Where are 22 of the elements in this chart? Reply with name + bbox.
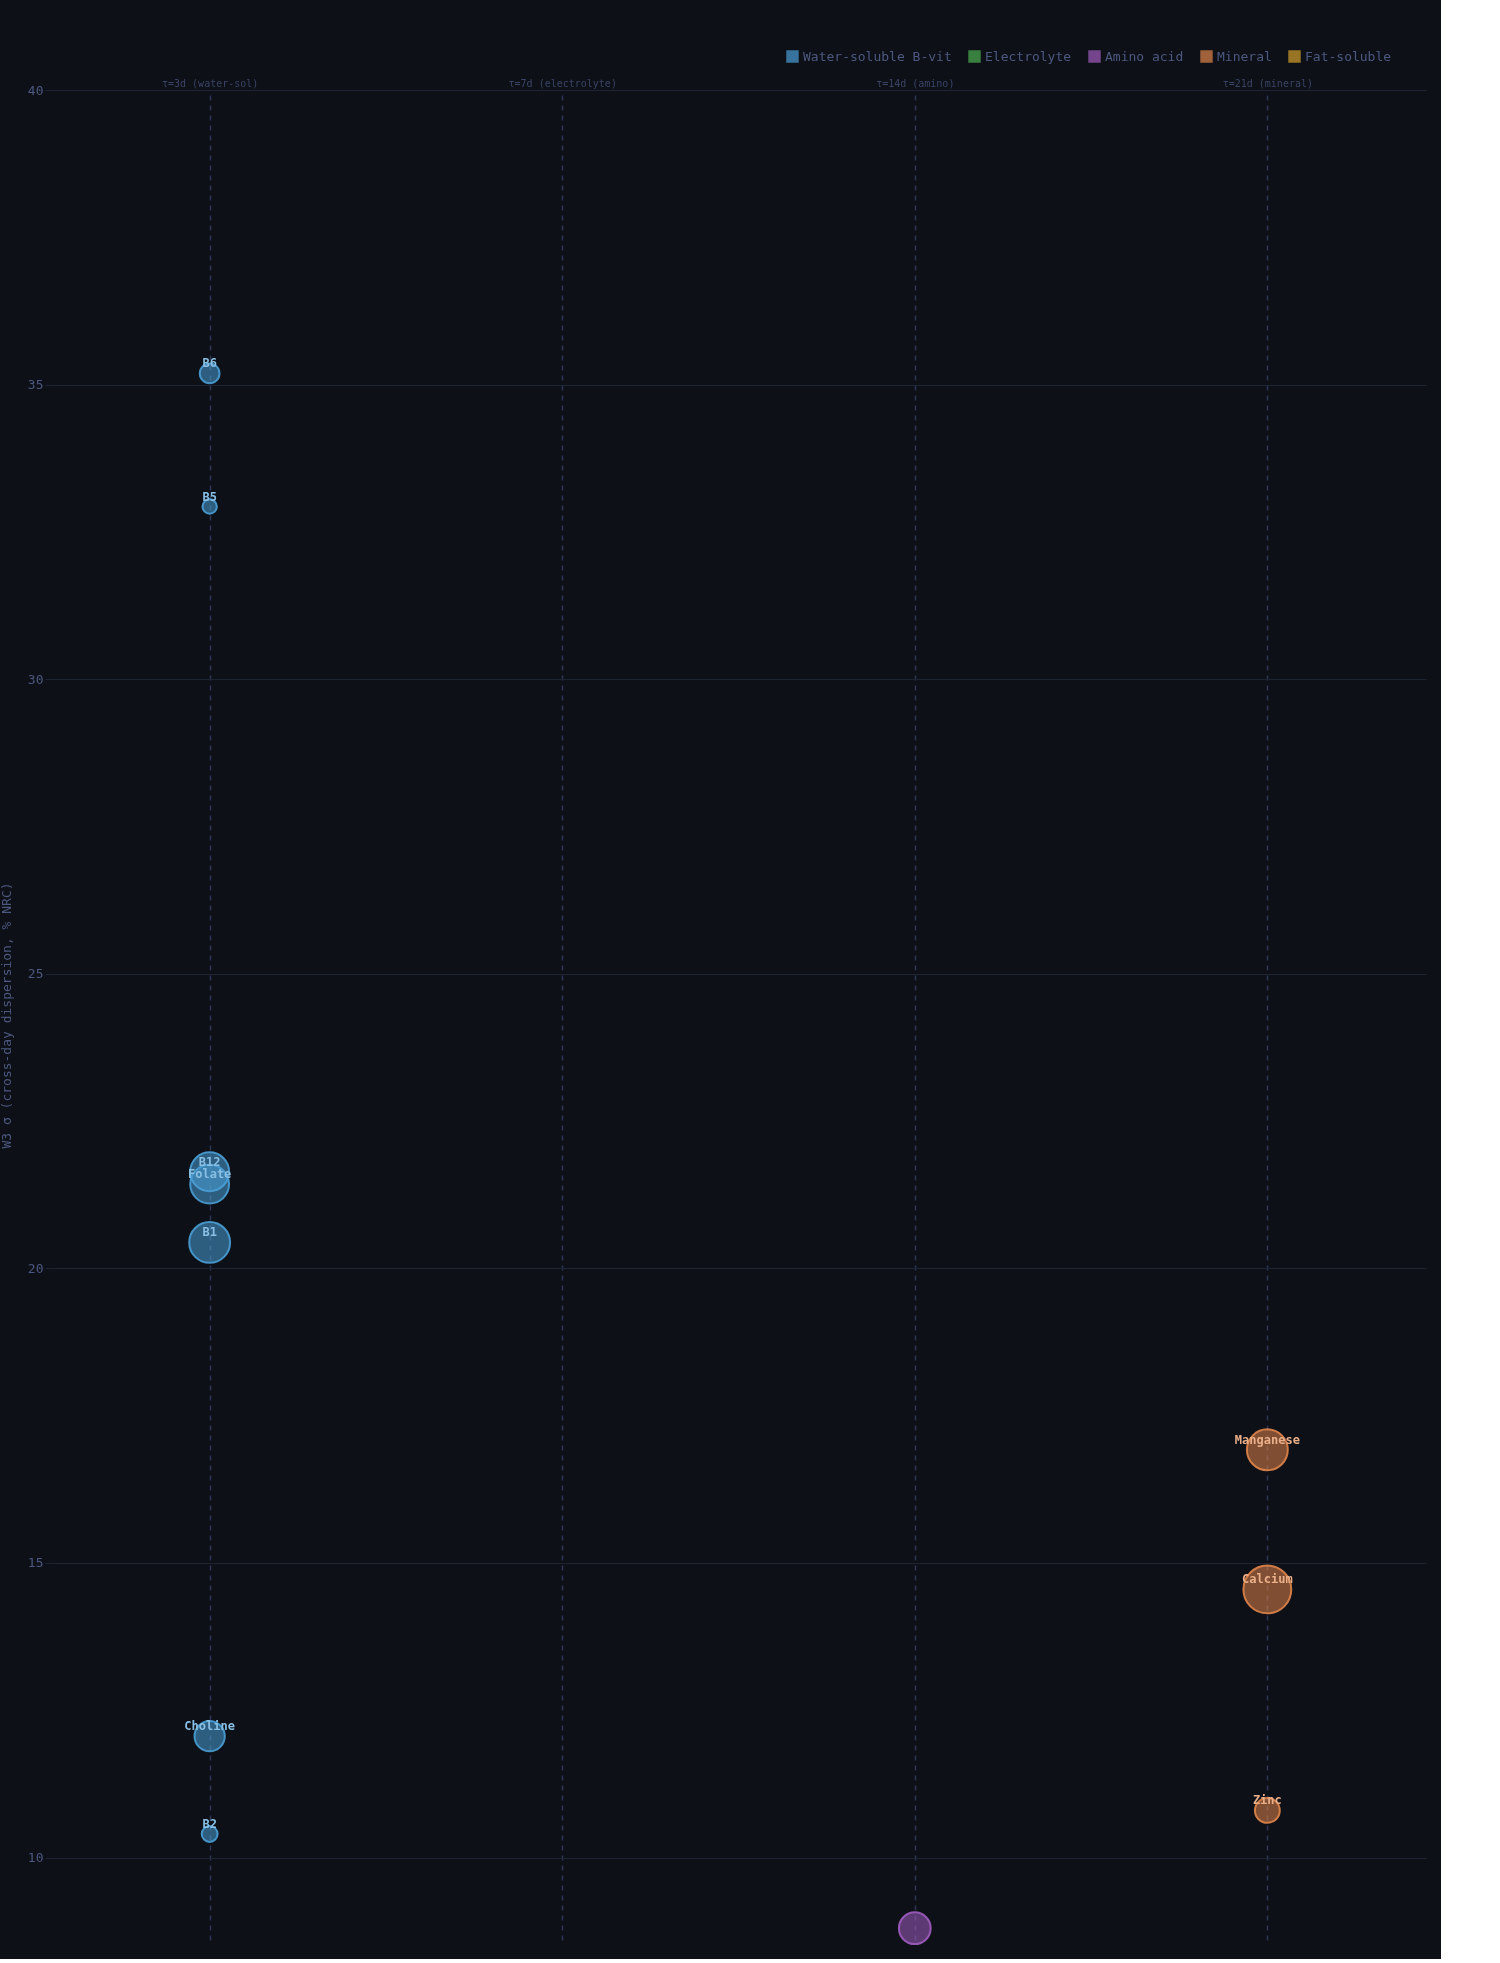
x-tick-label: τ=14d (amino) [876,77,955,89]
x-tick-label: τ=21d (mineral) [1222,77,1313,89]
y-axis-title: W3 σ (cross-day dispersion, % NRC) [0,882,14,1149]
y-tick-label: 20 [27,1260,44,1276]
annotation: Choline [184,1719,235,1734]
y-tick-label: 25 [27,966,44,982]
y-tick-label: 35 [27,377,44,393]
y-tick-label: 40 [27,82,44,98]
legend-label: Amino acid [1105,48,1184,64]
legend-label: Water-soluble B-vit [803,48,952,64]
y-tick-label: 10 [27,1850,44,1866]
annotation: B6 [202,356,217,371]
y-tick-label: 30 [27,671,44,687]
x-tick-label: τ=3d (water-sol) [161,77,259,89]
annotation: Zinc [1252,1793,1282,1808]
annotation: B12 [198,1154,221,1169]
annotation: B1 [202,1225,217,1240]
legend-label: Fat-soluble [1305,48,1392,64]
x-tick-label: τ=7d (electrolyte) [508,77,617,89]
legend-label: Mineral [1217,48,1272,64]
legend-label: Electrolyte [985,48,1072,64]
y-tick-label: 15 [27,1555,44,1571]
